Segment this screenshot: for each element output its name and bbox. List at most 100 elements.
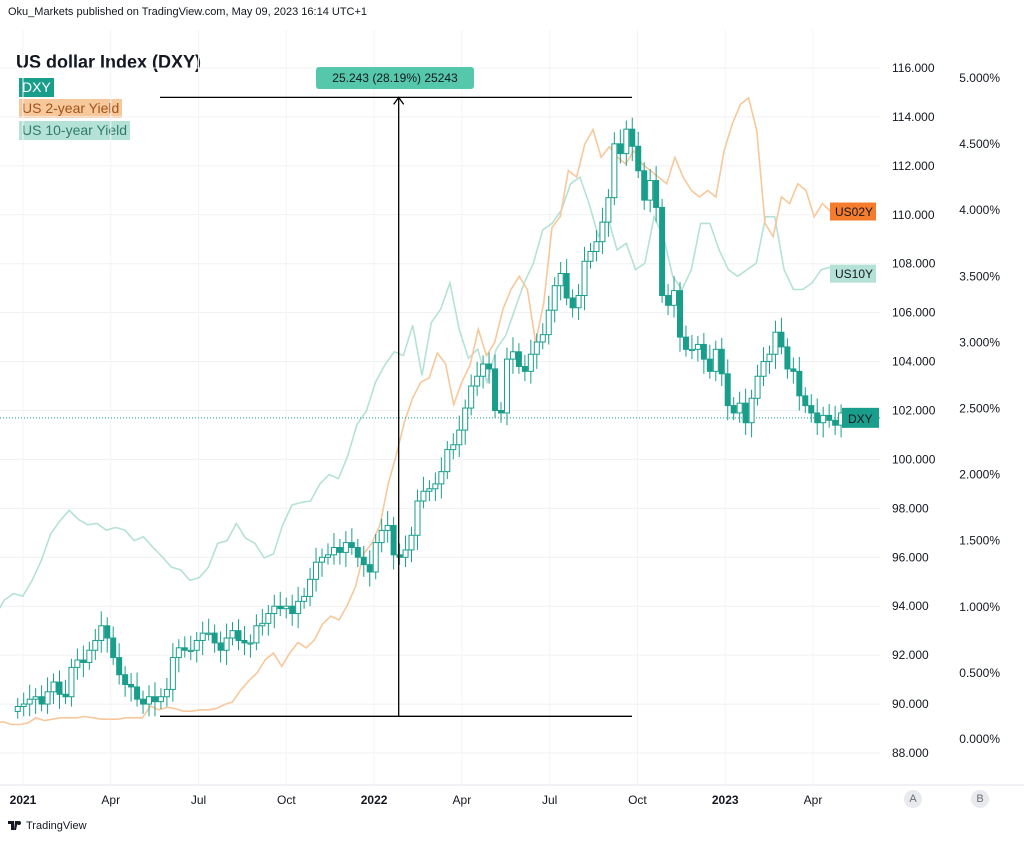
measure-label: 25.243 (28.19%) 25243 [332, 71, 458, 85]
left-axis-tick: 100.000 [892, 452, 936, 466]
candle-body [324, 554, 331, 558]
candle-body [32, 696, 39, 700]
tradingview-logo-icon [8, 821, 21, 830]
right-axis-tick: 0.500% [959, 666, 1000, 680]
candle-body [659, 206, 666, 297]
candle-body [784, 346, 791, 370]
candle-body [587, 250, 594, 262]
candle-body [623, 128, 630, 155]
candle-body [641, 170, 648, 201]
legend-dxy[interactable]: DXY [19, 78, 54, 97]
dxy-tag: DXY [848, 412, 873, 426]
candle-body [110, 637, 117, 659]
left-axis-tick: 98.000 [892, 501, 929, 515]
candle-body [665, 295, 672, 306]
candle-body [480, 363, 487, 377]
candle-body [557, 273, 564, 287]
legend-us2y[interactable]: US 2-year Yield [19, 99, 123, 118]
auto-scale-button[interactable]: A [904, 790, 922, 808]
left-axis-tick: 88.000 [892, 746, 929, 760]
candle-body [432, 483, 439, 490]
candle-body [20, 703, 27, 708]
x-axis-tick: Jul [542, 793, 557, 807]
candle-body [438, 471, 445, 485]
measure-arrow-head [393, 96, 405, 105]
candle-body [647, 180, 654, 201]
dxy-candles [14, 117, 845, 719]
candle-body [313, 561, 320, 580]
measure-label-box [316, 67, 474, 89]
left-axis-tick: 110.000 [892, 208, 935, 222]
candle-body [157, 696, 164, 703]
candle-body [492, 368, 499, 411]
candle-body [450, 444, 457, 451]
candle-body [169, 657, 176, 690]
left-axis-tick: 114.000 [892, 110, 935, 124]
left-axis-tick: 106.000 [892, 306, 936, 320]
candle-body [605, 197, 612, 223]
left-axis-tick: 96.000 [892, 550, 929, 564]
right-axis-tick: 2.000% [959, 468, 1000, 482]
x-axis-tick: Jul [191, 793, 206, 807]
candle-body [86, 649, 93, 663]
us02y-tag-bg [830, 202, 876, 221]
candle-body [462, 407, 469, 431]
legend-us10y[interactable]: US 10-year Yield [19, 121, 131, 140]
legend-dxy-label: DXY [22, 79, 51, 95]
candle-body [814, 412, 821, 424]
candle-body [527, 353, 534, 372]
candle-body [14, 706, 21, 712]
candle-body [366, 564, 373, 573]
right-axis-tick: 3.500% [959, 269, 1000, 283]
candle-body [217, 642, 224, 651]
candle-body [778, 331, 785, 348]
left-axis-tick: 102.000 [892, 404, 936, 418]
x-axis-tick: Oct [277, 793, 296, 807]
candle-body [235, 630, 242, 641]
x-axis-tick: 2023 [712, 793, 739, 807]
candle-body [832, 419, 839, 426]
right-axis-tick: 1.500% [959, 534, 1000, 548]
candle-body [515, 351, 522, 367]
candle-body [145, 696, 152, 705]
candle-body [289, 605, 296, 615]
left-axis-tick: 112.000 [892, 159, 935, 173]
x-axis-tick: 2022 [361, 793, 388, 807]
candle-body [808, 405, 815, 414]
candle-body [498, 410, 505, 414]
candle-body [253, 625, 260, 644]
candle-body [521, 365, 528, 372]
candle-body [68, 666, 75, 698]
candle-body [319, 556, 326, 563]
candle-body [742, 402, 749, 424]
candle-body [229, 630, 236, 639]
candle-body [378, 529, 385, 544]
candle-body [140, 698, 147, 705]
candle-body [593, 241, 600, 252]
candle-body [163, 688, 170, 698]
candle-body [56, 681, 63, 695]
candle-body [360, 556, 367, 566]
candle-body [551, 285, 558, 311]
log-scale-button[interactable]: B [971, 790, 989, 808]
candle-body [653, 180, 660, 208]
candle-body [241, 639, 248, 644]
candle-body [635, 145, 642, 172]
us02y-tag: US02Y [835, 205, 873, 219]
right-axis-tick: 2.500% [959, 402, 1000, 416]
candle-body [444, 449, 451, 473]
candle-body [509, 351, 516, 360]
candle-body [712, 348, 719, 372]
left-axis-tick: 92.000 [892, 648, 929, 662]
candle-body [748, 397, 755, 424]
candle-body [44, 691, 51, 705]
tradingview-logo[interactable]: TradingView [8, 820, 87, 832]
candle-body [676, 290, 683, 338]
candle-body [384, 524, 391, 531]
candle-body [533, 341, 540, 355]
candle-body [706, 358, 713, 372]
candle-body [38, 696, 45, 705]
candle-body [62, 693, 69, 698]
candle-body [426, 488, 433, 492]
